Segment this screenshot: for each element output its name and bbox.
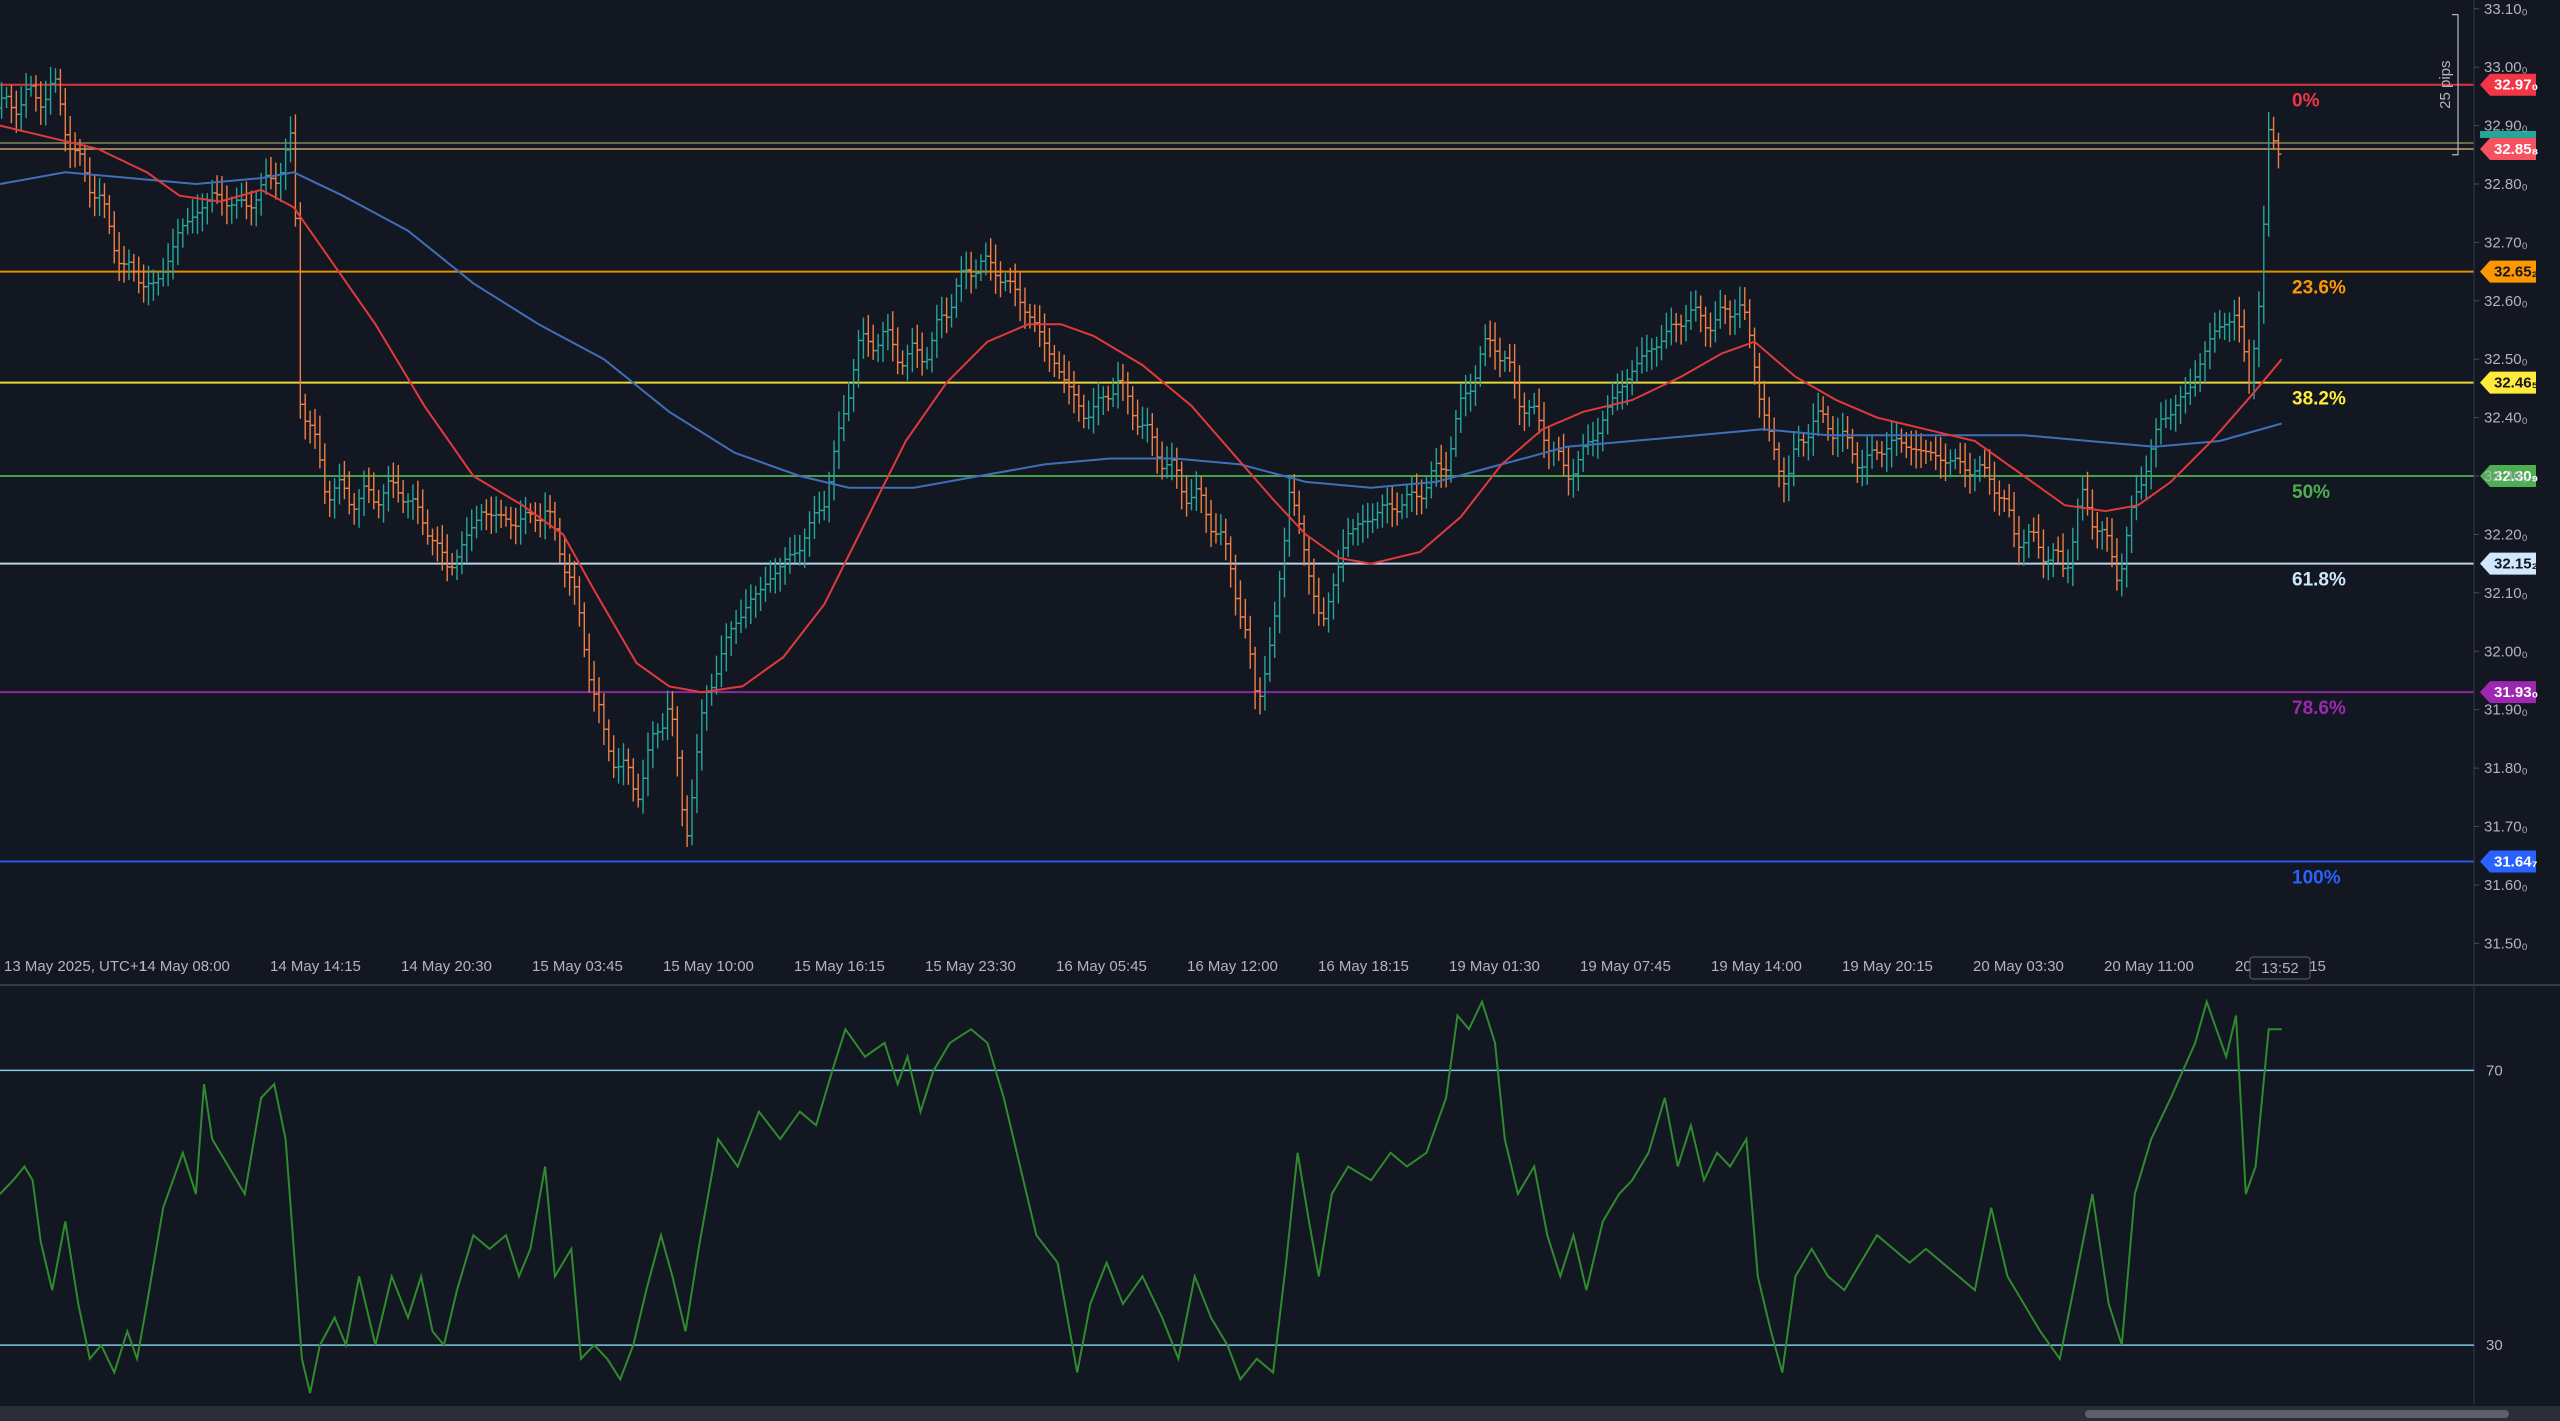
y-tick-label-8: 32.30₀ (2484, 468, 2528, 485)
x-tick-label-2: 14 May 14:15 (270, 958, 361, 975)
x-tick-label-3: 14 May 20:30 (401, 958, 492, 975)
y-tick-label-7: 32.40₀ (2484, 410, 2528, 427)
fib-price-tag-text-3: 32.30₉ (2494, 468, 2538, 485)
y-tick-label-14: 31.70₀ (2484, 818, 2528, 835)
x-tick-label-9: 16 May 12:00 (1187, 958, 1278, 975)
x-tick-label-10: 16 May 18:15 (1318, 958, 1409, 975)
measure-label: 25 pips (2437, 61, 2454, 109)
moving-averages (0, 124, 2283, 694)
y-tick-label-5: 32.60₀ (2484, 293, 2528, 310)
x-tick-label-11: 19 May 01:30 (1449, 958, 1540, 975)
y-tick-label-4: 32.70₀ (2484, 234, 2528, 251)
horizontal-scrollbar[interactable] (0, 1406, 2560, 1421)
x-tick-label-14: 19 May 20:15 (1842, 958, 1933, 975)
y-tick-label-15: 31.60₀ (2484, 877, 2528, 894)
x-tick-label-6: 15 May 16:15 (794, 958, 885, 975)
x-tick-label-8: 16 May 05:45 (1056, 958, 1147, 975)
fib-label-4: 61.8% (2292, 570, 2346, 591)
fib-price-tag-1 (2480, 260, 2536, 283)
fib-label-2: 38.2% (2292, 389, 2346, 410)
current-price-tag (2480, 137, 2536, 160)
fib-label-6: 100% (2292, 868, 2341, 889)
crosshair-time-label: 13:52 (2261, 960, 2299, 977)
x-tick-label-4: 15 May 03:45 (532, 958, 623, 975)
fib-price-tag-3 (2480, 465, 2536, 488)
rsi-level-label-0: 70 (2486, 1062, 2503, 1079)
fib-price-tag-2 (2480, 371, 2536, 394)
x-tick-label-13: 19 May 14:00 (1711, 958, 1802, 975)
scrollbar-thumb[interactable] (2085, 1410, 2509, 1418)
fib-price-tag-text-2: 32.46₅ (2494, 375, 2539, 392)
y-tick-label-6: 32.50₀ (2484, 351, 2528, 368)
rsi-level-label-1: 30 (2486, 1337, 2503, 1354)
y-tick-label-16: 31.50₀ (2484, 935, 2528, 952)
y-tick-label-0: 33.10₀ (2484, 1, 2528, 18)
fib-price-tag-0 (2480, 73, 2536, 96)
x-tick-label-16: 20 May 11:00 (2104, 958, 2194, 975)
fib-price-tag-6 (2480, 850, 2536, 873)
x-tick-label-7: 15 May 23:30 (925, 958, 1016, 975)
rsi-panel[interactable]: 70 30 (0, 998, 2503, 1394)
fib-label-0: 0% (2292, 91, 2320, 112)
y-tick-label-10: 32.10₀ (2484, 585, 2528, 602)
current-price-tag-text: 32.85₈ (2494, 141, 2539, 158)
y-tick-label-12: 31.90₀ (2484, 702, 2528, 719)
x-tick-label-12: 19 May 07:45 (1580, 958, 1671, 975)
fast-moving-average (0, 124, 2283, 694)
y-tick-label-2: 32.90₀ (2484, 118, 2528, 135)
candles (0, 66, 2282, 847)
y-tick-label-1: 33.00₀ (2484, 59, 2528, 76)
fib-price-tag-text-4: 32.15₂ (2494, 556, 2538, 573)
y-tick-label-9: 32.20₀ (2484, 526, 2528, 543)
fibonacci-levels[interactable]: 0% 32.97₀ 23.6% 32.65₂ 38.2% 32.46₅ 50% 32.30₉ 6… (0, 73, 2539, 889)
fib-price-tag-text-1: 32.65₂ (2494, 264, 2538, 281)
fib-price-tag-text-0: 32.97₀ (2494, 77, 2538, 94)
x-tick-label-5: 15 May 10:00 (663, 958, 754, 975)
fib-label-1: 23.6% (2292, 278, 2346, 299)
rsi-line (0, 998, 2282, 1394)
fib-price-tag-text-6: 31.64₇ (2494, 854, 2538, 871)
bid-ask-marker (2480, 130, 2536, 138)
fib-price-tag-4 (2480, 552, 2536, 575)
fib-label-3: 50% (2292, 482, 2330, 503)
y-tick-label-13: 31.80₀ (2484, 760, 2528, 777)
slow-moving-average (0, 171, 2282, 489)
fib-label-5: 78.6% (2292, 698, 2346, 719)
fib-price-tag-text-5: 31.93₀ (2494, 684, 2538, 701)
x-tick-label-15: 20 May 03:30 (1973, 958, 2064, 975)
y-tick-label-11: 32.00₀ (2484, 643, 2528, 660)
fib-price-tag-5 (2480, 681, 2536, 704)
crosshair-time-box (2249, 956, 2311, 980)
measure-bracket (2452, 14, 2459, 156)
x-tick-label-1: 14 May 08:00 (139, 958, 230, 975)
overlay: 25 pips (2437, 14, 2459, 156)
x-tick-label-0: 13 May 2025, UTC+1 (4, 958, 147, 975)
y-tick-label-3: 32.80₀ (2484, 176, 2528, 193)
